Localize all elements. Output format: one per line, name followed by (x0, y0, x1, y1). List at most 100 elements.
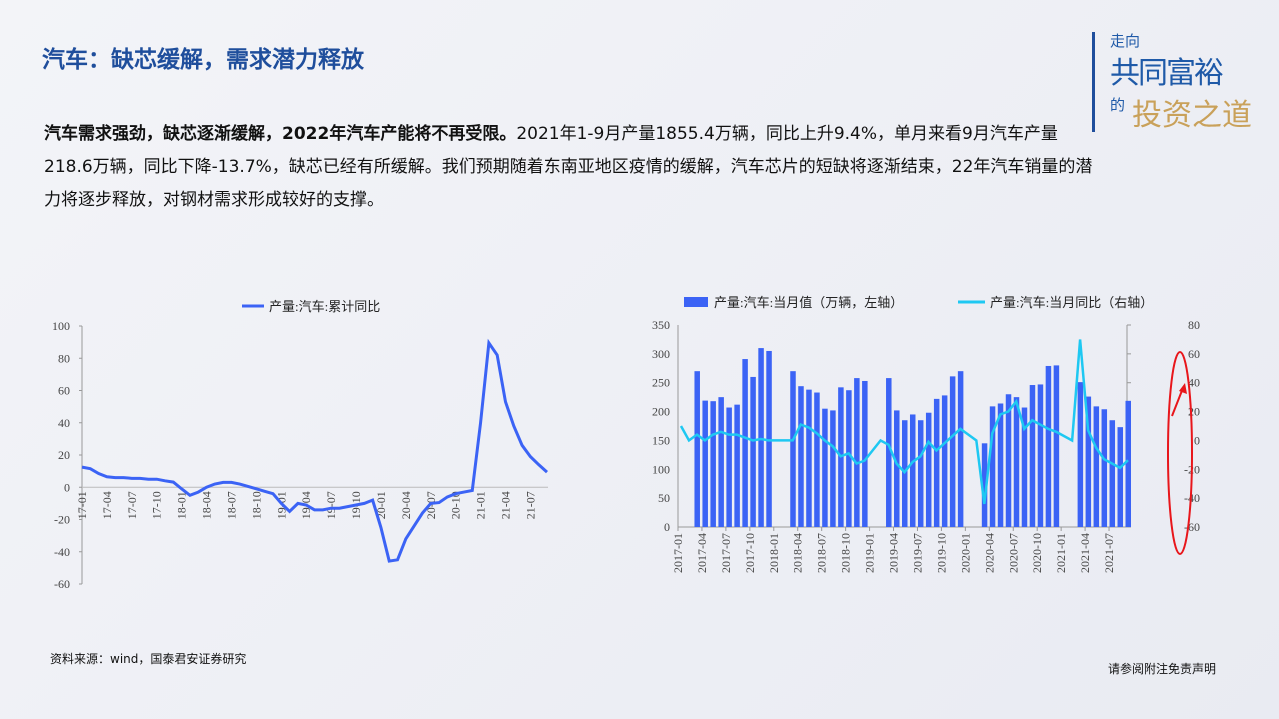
x-tick-label: 2020-07 (1006, 533, 1020, 573)
x-tick-label: 2017-07 (719, 533, 733, 573)
y-tick-label: 40 (58, 416, 70, 430)
left-y-tick-label: 200 (652, 405, 670, 419)
x-tick-label: 2017-10 (743, 533, 757, 573)
right-y-tick-label: 60 (1188, 347, 1200, 361)
bar (750, 376, 756, 527)
right-y-tick-label: 0 (1194, 433, 1200, 447)
bar (997, 403, 1004, 527)
bar (894, 410, 900, 527)
left-y-tick-label: 250 (652, 376, 670, 390)
x-tick-label: 17-10 (150, 491, 164, 519)
bar (1045, 365, 1052, 527)
bar (933, 398, 940, 527)
x-tick-label: 2019-01 (863, 533, 877, 573)
bar (1109, 420, 1116, 527)
logo: 走向 共同富裕 的 投资之道 (1092, 30, 1252, 140)
x-tick-label: 2018-04 (791, 533, 805, 573)
y-tick-label: 80 (58, 351, 70, 365)
bar (989, 406, 996, 527)
legend-label-bar: 产量:汽车:当月值（万辆，左轴） (714, 295, 903, 310)
x-tick-label: 17-07 (125, 491, 139, 519)
bar (909, 414, 916, 527)
source-note: 资料来源：wind，国泰君安证券研究 (50, 652, 247, 666)
bar (718, 397, 724, 527)
arrow-icon (1171, 387, 1184, 417)
summary-bold: 汽车需求强劲，缺芯逐渐缓解，2022年汽车产能将不再受限。 (44, 124, 517, 144)
x-tick-label: 2021-07 (1102, 533, 1116, 573)
x-tick-label: 2018-01 (767, 533, 781, 573)
bar (1021, 407, 1028, 527)
left-y-tick-label: 300 (652, 347, 670, 361)
y-tick-label: 100 (52, 319, 70, 333)
bar (925, 412, 932, 527)
bar (1093, 406, 1100, 527)
x-tick-label: 2021-01 (1054, 533, 1068, 573)
bar (1053, 365, 1060, 527)
bar (702, 400, 708, 527)
x-tick-label: 2019-10 (934, 533, 948, 573)
logo-text: 投资之道 (1132, 98, 1252, 133)
right-y-tick-label: 40 (1188, 376, 1200, 390)
left-y-tick-label: 100 (652, 462, 670, 476)
y-tick-label: 20 (58, 448, 70, 462)
series-line (81, 338, 548, 563)
legend-label-line: 产量:汽车:当月同比（右轴） (990, 295, 1153, 310)
bar (1013, 397, 1020, 527)
bar (949, 376, 956, 527)
bar (854, 378, 860, 527)
bar (758, 348, 764, 527)
bar (862, 380, 868, 527)
x-tick-label: 21-01 (474, 491, 488, 519)
logo-text: 走向 (1110, 32, 1141, 50)
bar (1029, 385, 1036, 527)
bar (742, 359, 748, 527)
x-tick-label: 2019-04 (887, 533, 901, 573)
x-tick-label: 2018-07 (815, 533, 829, 573)
logo-divider (1092, 32, 1095, 132)
bar (830, 410, 836, 527)
disclaimer: 请参阅附注免责声明 (1108, 662, 1217, 676)
logo-text: 的 (1110, 96, 1126, 114)
summary-text: 2021年1-9月产量1855.4万辆，同比上升9.4%，单月来看9月汽车产量2… (44, 124, 1093, 210)
highlight-ellipse (1167, 351, 1193, 555)
bar (1085, 396, 1092, 527)
y-tick-label: -20 (54, 513, 70, 527)
bar (726, 407, 732, 527)
y-tick-label: 60 (58, 384, 70, 398)
x-tick-label: 2018-10 (839, 533, 853, 573)
right-y-tick-label: -60 (1184, 520, 1200, 534)
x-tick-label: 20-10 (449, 491, 463, 519)
bar (710, 401, 716, 527)
bar (941, 395, 948, 527)
right-y-tick-label: 80 (1188, 318, 1200, 332)
x-tick-label: 2017-04 (695, 533, 709, 573)
bar (1077, 382, 1084, 527)
summary-paragraph: 汽车需求强劲，缺芯逐渐缓解，2022年汽车产能将不再受限。2021年1-9月产量… (44, 118, 1104, 217)
x-tick-label: 2020-10 (1030, 533, 1044, 573)
bar (798, 386, 804, 527)
bar (1125, 400, 1131, 527)
left-y-tick-label: 0 (664, 520, 670, 534)
legend-label: 产量:汽车:累计同比 (269, 299, 380, 314)
logo-text: 共同富裕 (1110, 56, 1224, 91)
bar (814, 392, 820, 527)
bar (846, 390, 852, 527)
x-tick-label: 20-04 (399, 491, 413, 519)
x-tick-label: 18-10 (249, 491, 263, 519)
left-y-tick-label: 150 (652, 433, 670, 447)
x-tick-label: 2020-01 (958, 533, 972, 573)
x-tick-label: 18-04 (200, 491, 214, 519)
x-tick-label: 18-01 (175, 491, 189, 519)
bar (790, 371, 796, 527)
x-tick-label: 17-04 (100, 491, 114, 519)
y-tick-label: -60 (54, 577, 70, 591)
bar (1037, 384, 1044, 527)
x-tick-label: 19-07 (324, 491, 338, 519)
x-tick-label: 2021-04 (1078, 533, 1092, 573)
bar (734, 404, 740, 527)
bar (766, 350, 772, 527)
bar (957, 371, 964, 527)
bar (981, 443, 988, 527)
bar (1005, 394, 1012, 527)
